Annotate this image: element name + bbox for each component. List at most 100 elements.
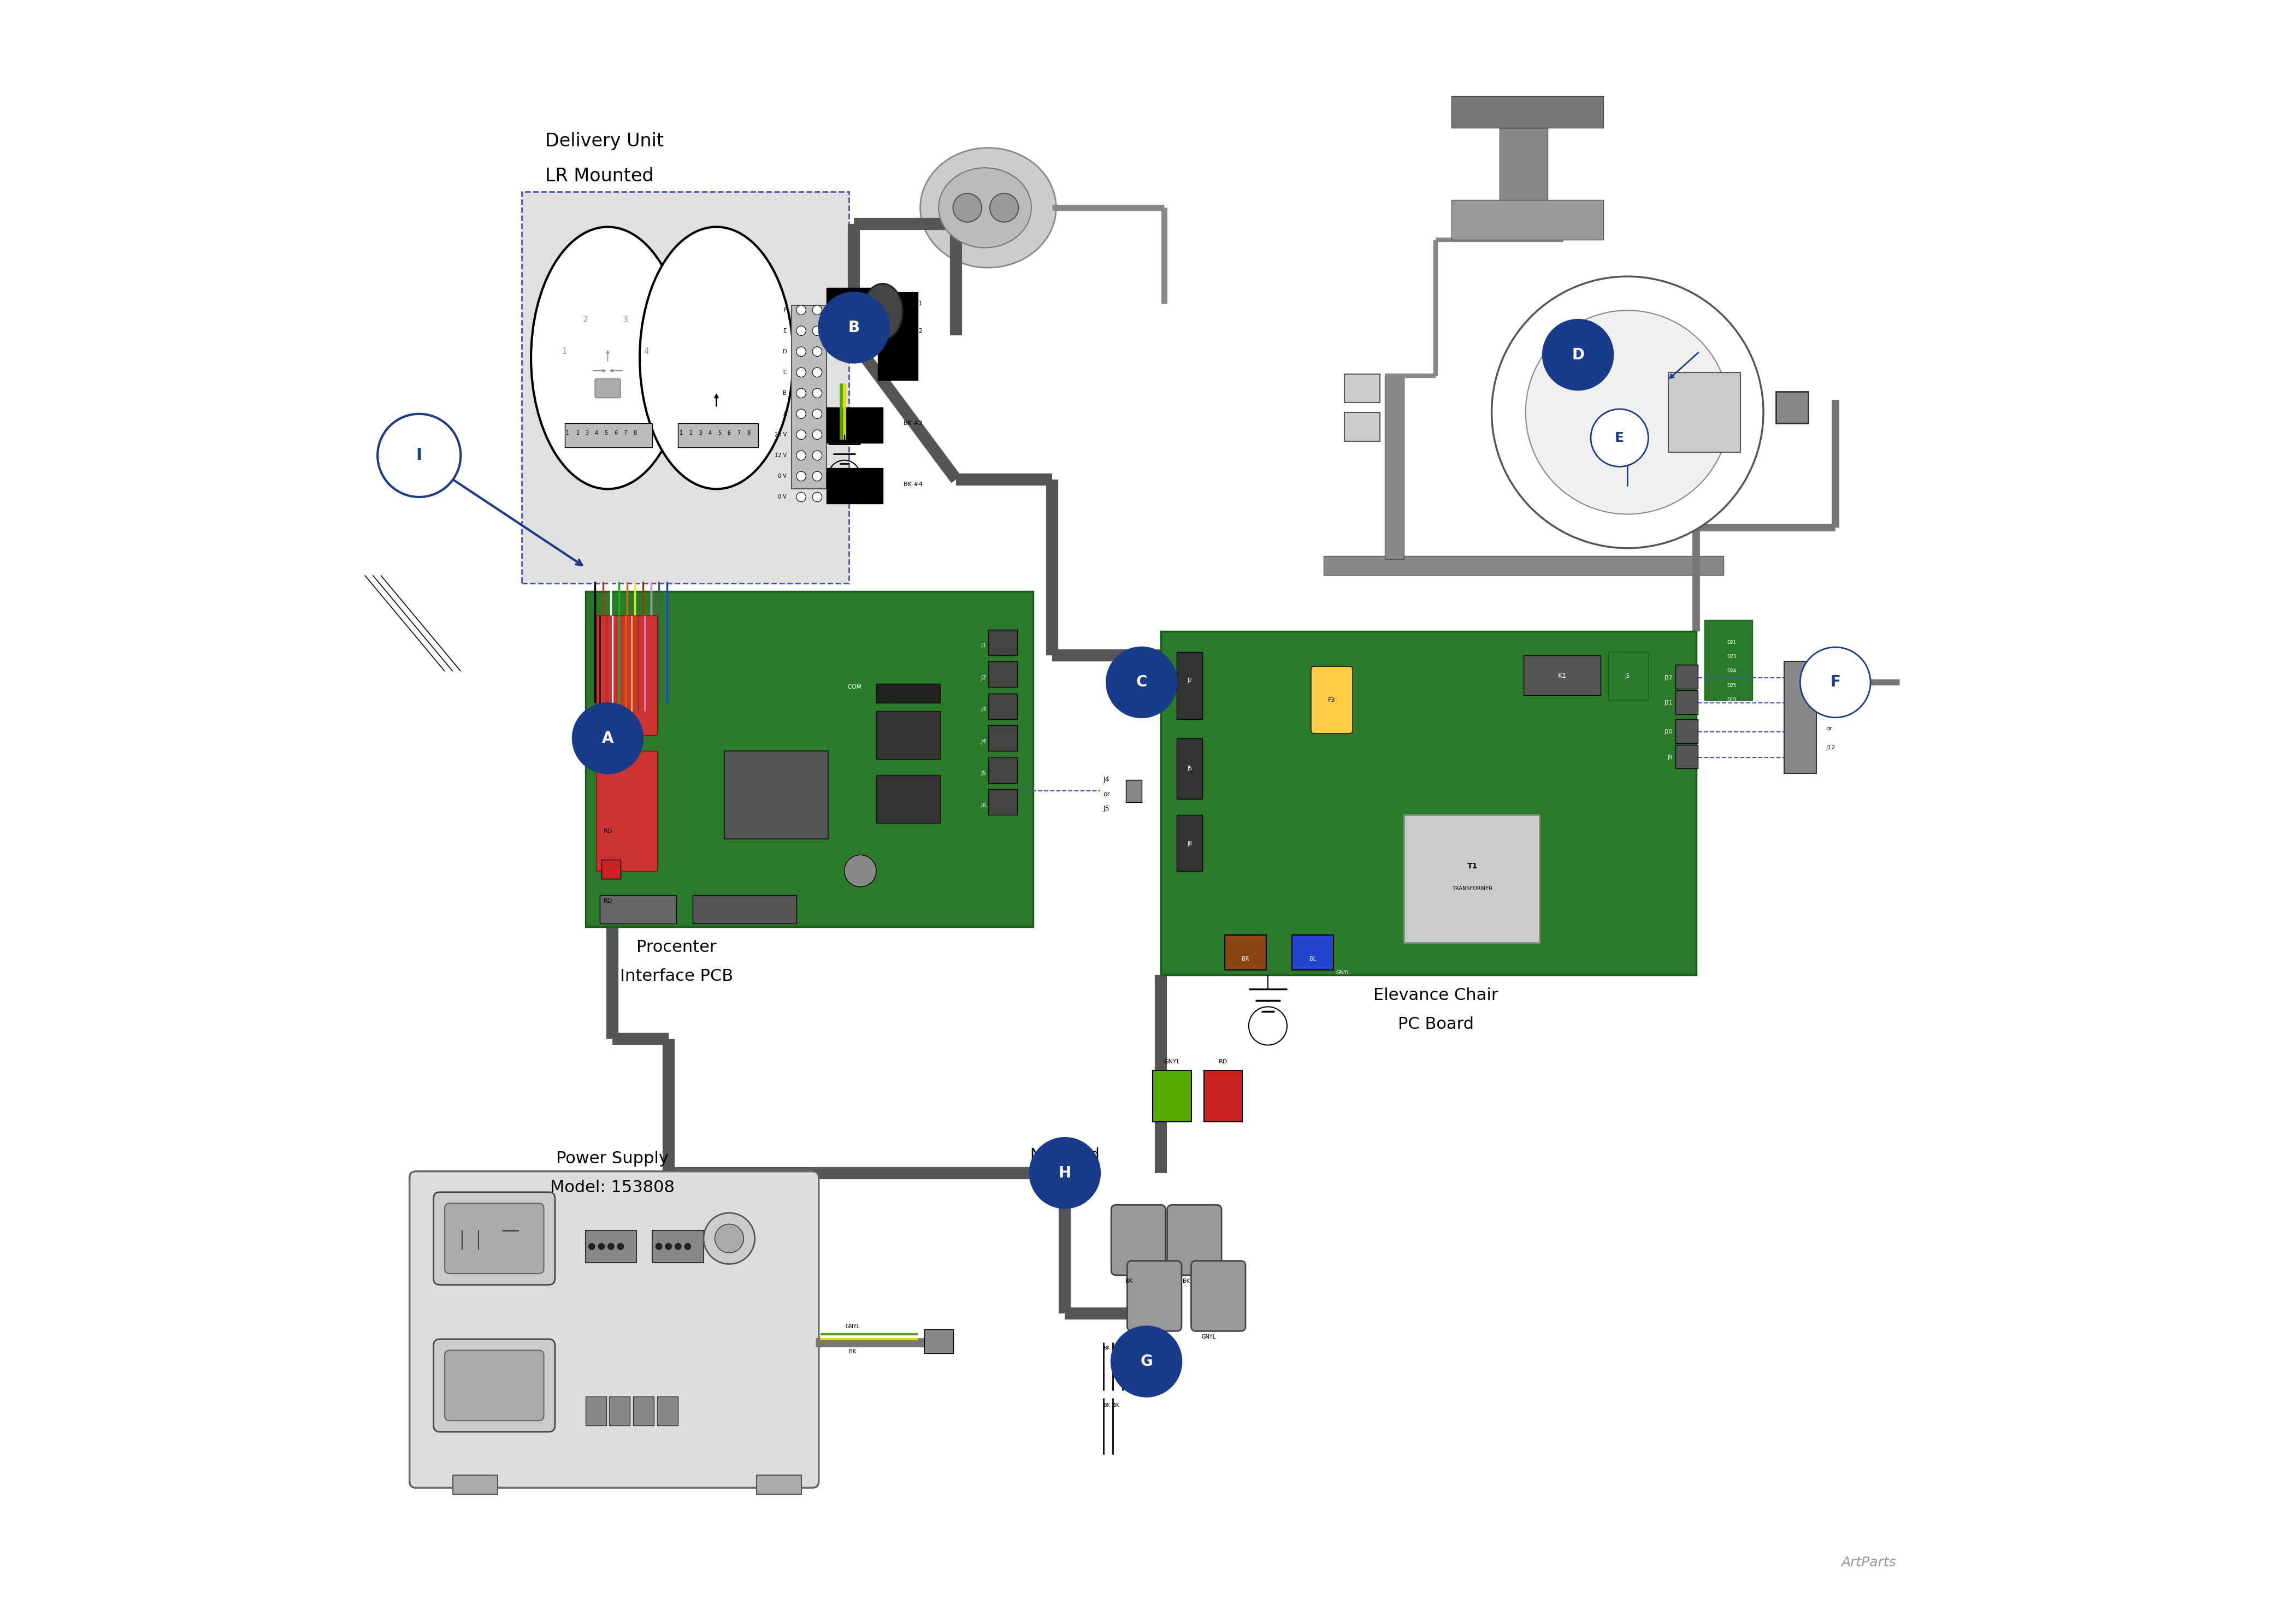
Text: 1: 1 xyxy=(567,430,569,436)
Circle shape xyxy=(572,703,643,773)
Circle shape xyxy=(1029,1138,1100,1208)
Text: 3: 3 xyxy=(698,430,703,436)
Circle shape xyxy=(797,451,806,460)
FancyBboxPatch shape xyxy=(987,694,1017,719)
FancyBboxPatch shape xyxy=(1384,376,1403,559)
FancyBboxPatch shape xyxy=(1111,1205,1166,1275)
FancyBboxPatch shape xyxy=(1325,556,1724,575)
FancyBboxPatch shape xyxy=(1499,128,1548,200)
Text: BK #2: BK #2 xyxy=(902,328,923,334)
FancyBboxPatch shape xyxy=(1676,745,1697,769)
FancyBboxPatch shape xyxy=(987,630,1017,655)
Circle shape xyxy=(813,347,822,356)
Circle shape xyxy=(714,1224,744,1253)
Text: H: H xyxy=(1058,1165,1072,1181)
Text: 7: 7 xyxy=(625,430,627,436)
Text: J5: J5 xyxy=(1104,805,1109,812)
FancyBboxPatch shape xyxy=(434,1339,556,1432)
Text: J12: J12 xyxy=(1665,674,1671,681)
FancyBboxPatch shape xyxy=(445,1203,544,1274)
FancyBboxPatch shape xyxy=(1451,96,1603,128)
Text: RD: RD xyxy=(1219,1059,1228,1064)
Text: RD: RD xyxy=(604,898,613,904)
Circle shape xyxy=(813,368,822,377)
Circle shape xyxy=(1492,276,1763,548)
FancyBboxPatch shape xyxy=(585,591,1033,927)
Text: T1: T1 xyxy=(1467,863,1479,869)
Text: BK #4: BK #4 xyxy=(902,481,923,487)
Text: GNYL: GNYL xyxy=(1336,970,1350,975)
FancyBboxPatch shape xyxy=(792,305,827,489)
FancyBboxPatch shape xyxy=(597,615,657,735)
FancyBboxPatch shape xyxy=(445,1350,544,1421)
Circle shape xyxy=(990,193,1019,222)
FancyBboxPatch shape xyxy=(1203,1071,1242,1122)
Text: 7: 7 xyxy=(737,430,742,436)
Text: 8: 8 xyxy=(746,430,751,436)
FancyBboxPatch shape xyxy=(634,1397,654,1425)
FancyBboxPatch shape xyxy=(585,1397,606,1425)
Circle shape xyxy=(845,855,877,887)
FancyBboxPatch shape xyxy=(1676,719,1697,743)
FancyBboxPatch shape xyxy=(1127,1261,1182,1331)
Text: TRANSFORMER: TRANSFORMER xyxy=(1453,885,1492,892)
Text: Model: 153808: Model: 153808 xyxy=(551,1179,675,1195)
Text: J5: J5 xyxy=(1187,765,1192,772)
FancyBboxPatch shape xyxy=(1676,690,1697,714)
Circle shape xyxy=(618,1243,625,1250)
Text: J5: J5 xyxy=(1626,673,1630,679)
Circle shape xyxy=(813,471,822,481)
Circle shape xyxy=(813,409,822,419)
FancyBboxPatch shape xyxy=(987,757,1017,783)
Ellipse shape xyxy=(530,227,684,489)
FancyBboxPatch shape xyxy=(409,1171,820,1488)
Ellipse shape xyxy=(921,149,1056,268)
FancyBboxPatch shape xyxy=(877,292,918,380)
Text: COM: COM xyxy=(847,684,861,690)
FancyBboxPatch shape xyxy=(1784,662,1816,773)
Text: BK: BK xyxy=(1104,1346,1109,1350)
Text: BK #1: BK #1 xyxy=(902,300,923,307)
Text: F: F xyxy=(1830,674,1841,690)
FancyBboxPatch shape xyxy=(987,789,1017,815)
FancyBboxPatch shape xyxy=(925,1330,953,1354)
FancyBboxPatch shape xyxy=(755,1475,801,1494)
Text: F3: F3 xyxy=(1327,697,1336,703)
Ellipse shape xyxy=(641,227,792,489)
Text: GNYL: GNYL xyxy=(1164,1059,1180,1064)
Ellipse shape xyxy=(939,168,1031,248)
Circle shape xyxy=(797,326,806,336)
Text: D24: D24 xyxy=(1727,668,1736,674)
FancyBboxPatch shape xyxy=(1178,815,1203,871)
Text: A: A xyxy=(783,411,788,417)
FancyBboxPatch shape xyxy=(652,1230,703,1262)
Text: BK: BK xyxy=(1114,1346,1118,1350)
Text: J1: J1 xyxy=(980,642,987,649)
Text: D21: D21 xyxy=(1727,639,1736,646)
Text: ArtParts: ArtParts xyxy=(1841,1556,1896,1569)
Text: J6: J6 xyxy=(980,802,987,809)
Text: Power Supply: Power Supply xyxy=(556,1151,668,1167)
Text: 0 V: 0 V xyxy=(778,494,788,500)
Text: B: B xyxy=(847,320,859,336)
Text: 4: 4 xyxy=(709,430,712,436)
Circle shape xyxy=(703,1213,755,1264)
FancyBboxPatch shape xyxy=(877,711,939,759)
Text: GNYL: GNYL xyxy=(845,1325,859,1330)
Text: K1: K1 xyxy=(1557,673,1566,679)
Text: LR Mounted: LR Mounted xyxy=(546,168,654,185)
Circle shape xyxy=(608,1243,613,1250)
FancyBboxPatch shape xyxy=(726,751,829,839)
Text: G: G xyxy=(1141,1354,1153,1369)
Text: BK: BK xyxy=(1104,1403,1109,1408)
Text: A: A xyxy=(602,730,613,746)
FancyBboxPatch shape xyxy=(1525,655,1600,695)
Circle shape xyxy=(666,1243,673,1250)
Text: Delivery Unit: Delivery Unit xyxy=(546,133,664,150)
FancyBboxPatch shape xyxy=(1293,935,1334,970)
Text: J2: J2 xyxy=(980,674,987,681)
Text: BR: BR xyxy=(1242,956,1249,962)
FancyBboxPatch shape xyxy=(1345,412,1380,441)
FancyBboxPatch shape xyxy=(585,1230,636,1262)
Text: I: I xyxy=(416,447,422,463)
